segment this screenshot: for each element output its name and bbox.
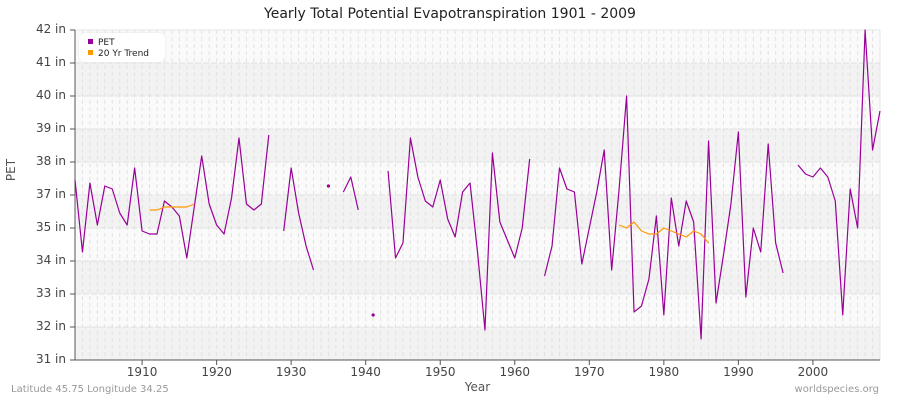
pet-swatch-icon — [88, 39, 93, 44]
axes — [70, 29, 880, 365]
x-tick-label: 1960 — [499, 365, 531, 379]
x-axis-label: Year — [464, 380, 491, 394]
y-tick-label: 42 in — [35, 22, 66, 36]
x-tick-label: 1940 — [350, 365, 381, 379]
x-tick-label: 1910 — [126, 365, 158, 379]
y-tick-label: 33 in — [35, 286, 66, 300]
y-tick-label: 32 in — [35, 319, 66, 333]
legend: PET 20 Yr Trend — [79, 33, 165, 62]
legend-label: PET — [98, 38, 115, 48]
legend-item-trend: 20 Yr Trend — [88, 49, 149, 59]
trend-swatch-icon — [88, 50, 93, 55]
x-tick-label: 2000 — [797, 365, 829, 379]
legend-item-pet: PET — [88, 38, 115, 48]
y-tick-label: 38 in — [35, 154, 66, 168]
y-tick-label: 41 in — [35, 55, 66, 69]
y-axis-label: PET — [4, 158, 18, 182]
legend-label: 20 Yr Trend — [98, 49, 150, 59]
x-tick-label: 1970 — [574, 365, 605, 379]
y-tick-label: 34 in — [35, 253, 66, 267]
data-series — [74, 29, 881, 340]
chart-title: Yearly Total Potential Evapotranspiratio… — [264, 6, 636, 22]
source-caption: worldspecies.org — [794, 384, 879, 395]
x-tick-label: 1990 — [723, 365, 754, 379]
x-tick-label: 1950 — [424, 365, 456, 379]
y-tick-label: 37 in — [35, 187, 66, 201]
y-tick-label: 35 in — [35, 220, 66, 234]
x-tick-label: 1920 — [201, 365, 232, 379]
y-tick-label: 40 in — [35, 88, 66, 102]
x-tick-label: 1980 — [648, 365, 680, 379]
y-tick-label: 39 in — [35, 121, 66, 135]
y-tick-label: 31 in — [35, 352, 66, 366]
gridlines — [75, 29, 881, 361]
x-tick-label: 1930 — [275, 365, 307, 379]
location-caption: Latitude 45.75 Longitude 34.25 — [11, 384, 169, 395]
